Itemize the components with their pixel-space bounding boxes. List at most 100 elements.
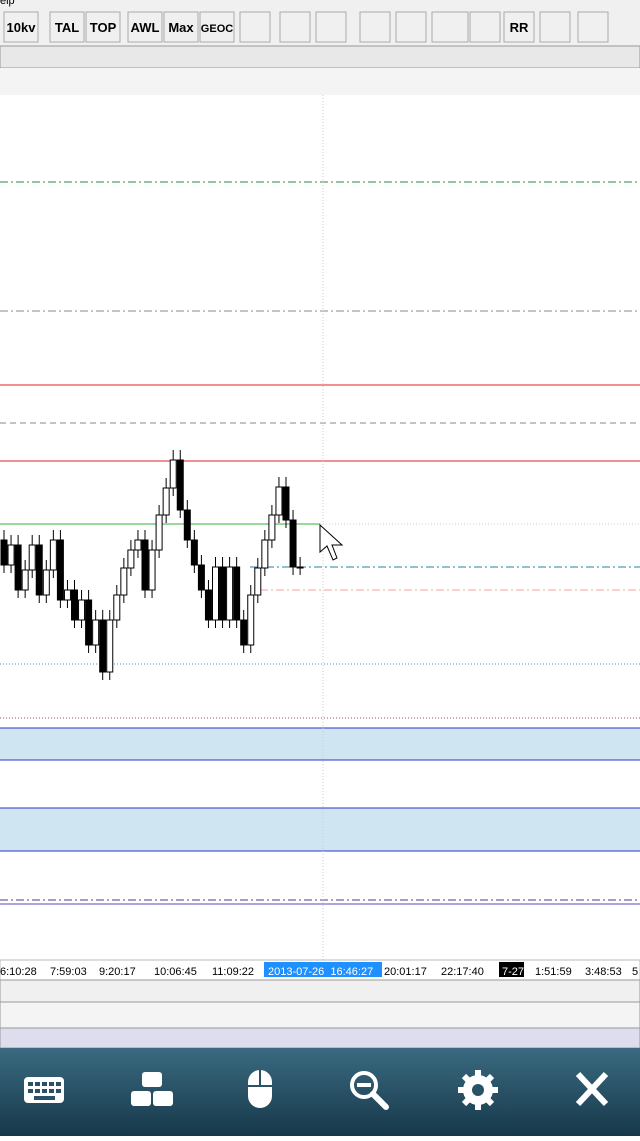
- candle-body: [183, 509, 191, 541]
- candle-body: [21, 569, 29, 591]
- candle-body: [134, 539, 142, 551]
- candle-body: [204, 589, 212, 621]
- candle-body: [120, 567, 128, 596]
- candle-body: [247, 594, 255, 646]
- menu-bar: [0, 0, 640, 8]
- candle-body: [296, 566, 304, 569]
- toolbar-button[interactable]: [163, 11, 199, 43]
- time-label: 1:51:59: [535, 966, 572, 978]
- candle-body: [42, 569, 50, 596]
- candle-body: [71, 589, 78, 621]
- candle-body: [289, 519, 297, 568]
- candle-body: [169, 459, 177, 489]
- mouse-button[interactable]: [248, 1070, 272, 1108]
- toolbar-icon-button[interactable]: [539, 11, 571, 43]
- candle-body: [155, 514, 163, 551]
- candle-body: [14, 544, 22, 591]
- toolbar-button[interactable]: [503, 11, 535, 43]
- panel-gap: [0, 68, 640, 95]
- candle-body: [162, 487, 170, 516]
- menu-help[interactable]: elp: [0, 0, 15, 7]
- candle-body: [197, 564, 205, 591]
- time-label: 2013-07-26 16:46:27: [268, 966, 373, 978]
- candle-body: [148, 549, 156, 591]
- time-label: 7-27: [502, 966, 524, 978]
- candle-body: [268, 514, 276, 541]
- toolbar-button-label: TAL: [55, 20, 79, 35]
- toolbar-button[interactable]: [85, 11, 121, 43]
- candle-body: [7, 544, 15, 566]
- zone-band: [0, 807, 640, 852]
- toolbar-buttons: 10kv TAL TOP AWL Max GEOC RR: [3, 11, 609, 43]
- candle-body: [56, 539, 64, 601]
- toolbar-button[interactable]: [127, 11, 163, 43]
- time-label: 20:01:17: [384, 966, 427, 978]
- cursor: [319, 523, 344, 561]
- tab-strip: [0, 45, 640, 69]
- toolbar-button[interactable]: [3, 11, 39, 43]
- candle-body: [49, 539, 57, 571]
- candle-body: [254, 567, 262, 596]
- time-label: 10:06:45: [154, 966, 197, 978]
- candle-body: [99, 619, 107, 673]
- cursor-time-highlight: [264, 962, 382, 977]
- toolbar-icon-button[interactable]: [359, 11, 391, 43]
- candle-body: [85, 599, 93, 646]
- candle-body: [127, 549, 135, 569]
- layout-button[interactable]: [131, 1072, 173, 1106]
- candle-body: [219, 566, 227, 621]
- toolbar-button-label: GEOC: [201, 23, 233, 35]
- toolbar-icon-button[interactable]: [431, 11, 469, 43]
- settings-button[interactable]: [458, 1070, 498, 1110]
- toolbar-icon-button[interactable]: [395, 11, 427, 43]
- zoom-out-button[interactable]: [350, 1071, 389, 1110]
- toolbar-icon-button[interactable]: [279, 11, 311, 43]
- close-button[interactable]: [575, 1071, 609, 1107]
- toolbar-icon-button[interactable]: [315, 11, 347, 43]
- time-label: 7:59:03: [50, 966, 87, 978]
- candle-body: [63, 589, 71, 601]
- candle-body: [212, 566, 219, 621]
- scroll-bar: [0, 979, 640, 1003]
- zone-band: [0, 727, 640, 761]
- toolbar-icon-button[interactable]: [577, 11, 609, 43]
- date-marker: [499, 962, 524, 977]
- toolbar-button[interactable]: [199, 11, 235, 43]
- keyboard-button[interactable]: [24, 1077, 64, 1103]
- time-label: 5: [632, 966, 638, 978]
- toolbar-icon-button[interactable]: [469, 11, 501, 43]
- candle-body: [282, 486, 290, 521]
- toolbar-button-label: AWL: [131, 20, 160, 35]
- status-panel: [0, 1027, 640, 1049]
- time-axis-labels: 6:10:28 7:59:03 9:20:17 10:06:45 11:09:22 201…: [0, 962, 638, 978]
- nav-bar: [0, 1048, 640, 1136]
- candle-body: [113, 594, 121, 621]
- time-label: 6:10:28: [0, 966, 37, 978]
- toolbar-button[interactable]: [49, 11, 85, 43]
- status-panel: [0, 1001, 640, 1029]
- candle-body: [0, 539, 8, 566]
- candles: [0, 450, 304, 680]
- toolbar-button-label: 10kv: [7, 20, 37, 35]
- candle-body: [35, 544, 43, 596]
- candle-body: [275, 486, 283, 516]
- candle-body: [92, 619, 100, 646]
- time-label: 3:48:53: [585, 966, 622, 978]
- candle-body: [106, 619, 114, 673]
- candle-body: [261, 539, 269, 569]
- level-lines: [0, 95, 640, 960]
- candle-body: [190, 539, 198, 566]
- candle-body: [78, 599, 86, 621]
- candle-body: [141, 539, 149, 591]
- candle-body: [240, 619, 248, 646]
- candle-body: [28, 544, 36, 571]
- toolbar-icon-button[interactable]: [239, 11, 271, 43]
- candle-body: [176, 459, 184, 511]
- toolbar-button-label: Max: [168, 20, 194, 35]
- time-label: 11:09:22: [212, 966, 254, 978]
- candle-body: [233, 566, 241, 621]
- toolbar-button-label: RR: [510, 20, 529, 35]
- time-label: 22:17:40: [441, 966, 484, 978]
